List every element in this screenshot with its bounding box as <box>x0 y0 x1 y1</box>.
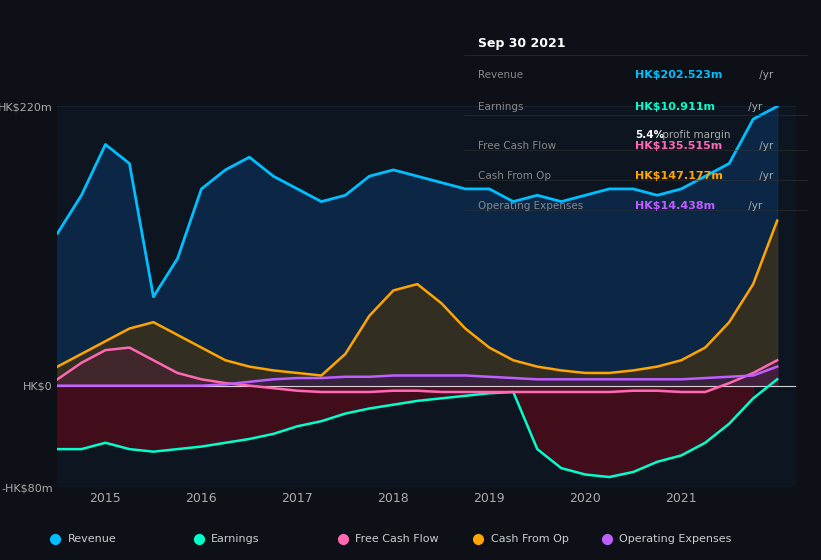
Text: Cash From Op: Cash From Op <box>491 534 568 544</box>
Text: /yr: /yr <box>756 171 773 181</box>
Text: Revenue: Revenue <box>478 70 523 80</box>
Text: Cash From Op: Cash From Op <box>478 171 551 181</box>
Text: HK$10.911m: HK$10.911m <box>635 102 715 112</box>
Text: Earnings: Earnings <box>211 534 259 544</box>
Text: /yr: /yr <box>745 102 763 112</box>
Text: Operating Expenses: Operating Expenses <box>619 534 732 544</box>
Text: HK$135.515m: HK$135.515m <box>635 141 722 151</box>
Text: 5.4%: 5.4% <box>635 130 664 140</box>
Text: Operating Expenses: Operating Expenses <box>478 202 583 211</box>
Text: HK$14.438m: HK$14.438m <box>635 202 716 211</box>
Text: /yr: /yr <box>756 141 773 151</box>
Text: HK$202.523m: HK$202.523m <box>635 70 722 80</box>
Text: Earnings: Earnings <box>478 102 523 112</box>
Text: /yr: /yr <box>756 70 773 80</box>
Text: Revenue: Revenue <box>67 534 117 544</box>
Text: profit margin: profit margin <box>659 130 731 140</box>
Text: Free Cash Flow: Free Cash Flow <box>478 141 556 151</box>
Text: Sep 30 2021: Sep 30 2021 <box>478 38 565 50</box>
Text: /yr: /yr <box>745 202 763 211</box>
Text: HK$147.177m: HK$147.177m <box>635 171 723 181</box>
Text: Free Cash Flow: Free Cash Flow <box>355 534 438 544</box>
